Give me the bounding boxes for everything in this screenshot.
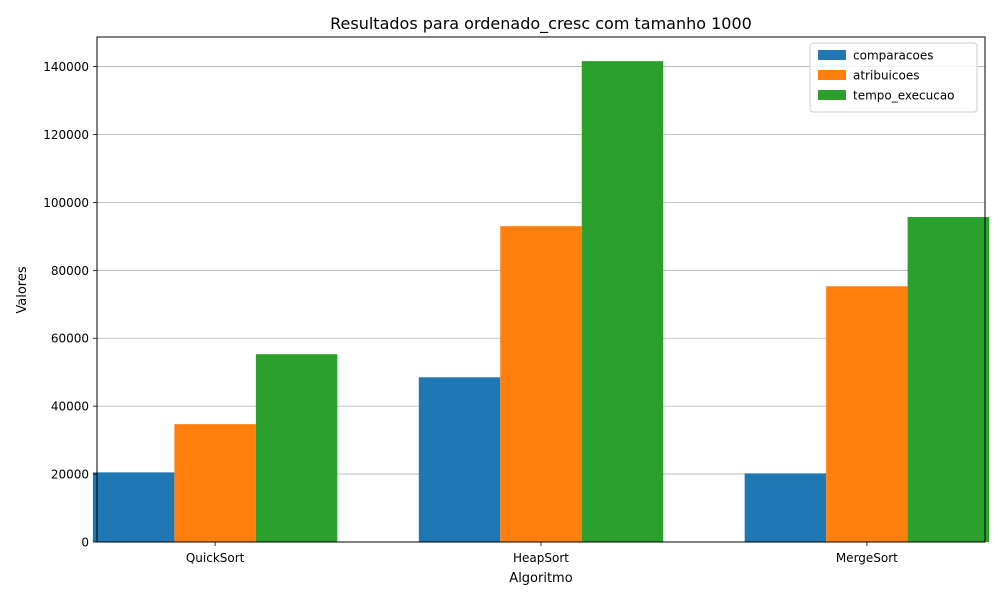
bars [92, 61, 990, 543]
legend-box [809, 42, 978, 113]
y-axis-label: Valores [15, 266, 30, 313]
x-tick-label: QuickSort [186, 551, 245, 565]
y-tick-label: 60000 [51, 332, 89, 346]
y-tick-label: 20000 [51, 468, 89, 482]
y-tick-label: 120000 [43, 128, 89, 142]
x-tick-label: HeapSort [513, 551, 569, 565]
legend-label: comparacoes [853, 49, 933, 63]
legend-label: atribuicoes [853, 69, 919, 83]
bar-tempo_execucao-heapsort [581, 61, 664, 543]
bar-atribuicoes-mergesort [826, 286, 908, 542]
bar-atribuicoes-heapsort [500, 226, 582, 542]
y-tick-label: 140000 [43, 60, 89, 74]
bar-tempo_execucao-mergesort [907, 216, 990, 542]
y-tick-label: 40000 [51, 400, 89, 414]
bar-tempo_execucao-quicksort [255, 354, 338, 542]
y-axis: 0 20000 40000 60000 80000 100000 120000 140000 [43, 60, 97, 550]
x-axis: QuickSort HeapSort MergeSort [186, 542, 898, 565]
chart-title: Resultados para ordenado_cresc com taman… [330, 14, 752, 34]
legend: comparacoes atribuicoes tempo_execucao [809, 42, 978, 113]
bar-comparacoes-mergesort [744, 473, 827, 542]
x-tick-label: MergeSort [836, 551, 898, 565]
bar-atribuicoes-quicksort [174, 424, 256, 542]
y-tick-label: 100000 [43, 196, 89, 210]
legend-swatch [818, 90, 846, 100]
legend-swatch [818, 50, 846, 60]
y-tick-label: 0 [81, 536, 89, 550]
legend-label: tempo_execucao [853, 89, 955, 103]
bar-comparacoes-quicksort [92, 472, 175, 542]
bar-comparacoes-heapsort [418, 377, 501, 542]
x-axis-label: Algoritmo [509, 571, 572, 586]
legend-swatch [818, 70, 846, 80]
y-tick-label: 80000 [51, 264, 89, 278]
